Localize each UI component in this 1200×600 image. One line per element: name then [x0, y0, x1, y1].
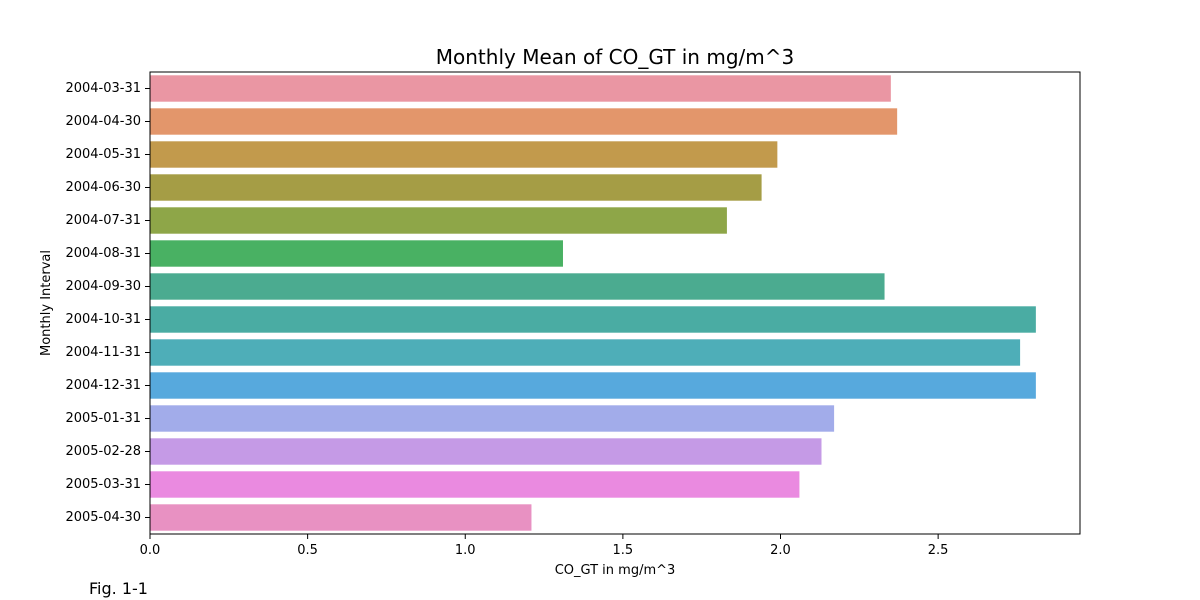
y-tick-label: 2004-12-31: [65, 378, 141, 393]
y-tick-label: 2004-10-31: [65, 312, 141, 327]
bar-2005-02-28: [150, 438, 822, 465]
bar-2005-04-30: [150, 504, 532, 531]
x-axis-label: CO_GT in mg/m^3: [555, 563, 676, 578]
y-tick-label: 2004-09-30: [65, 279, 141, 294]
x-tick-label: 0.5: [297, 543, 318, 558]
y-tick-label: 2004-07-31: [65, 213, 141, 228]
bar-2004-06-30: [150, 174, 762, 201]
bar-2004-10-31: [150, 306, 1036, 333]
x-axis-ticks: 0.0 0.5 1.0 1.5 2.0 2.5: [140, 534, 949, 558]
x-tick-label: 2.0: [770, 543, 791, 558]
bar-2004-08-31: [150, 240, 563, 267]
y-axis-label: Monthly Interval: [39, 250, 54, 356]
y-tick-label: 2005-02-28: [65, 444, 141, 459]
bar-2004-12-31: [150, 372, 1036, 399]
y-tick-label: 2004-06-30: [65, 180, 141, 195]
chart-title: Monthly Mean of CO_GT in mg/m^3: [436, 45, 794, 69]
bars-group: [150, 75, 1036, 531]
bar-2004-09-30: [150, 273, 885, 300]
bar-2004-04-30: [150, 108, 898, 135]
bar-2004-11-31: [150, 339, 1021, 366]
y-tick-label: 2004-05-31: [65, 147, 141, 162]
x-tick-label: 0.0: [140, 543, 161, 558]
y-tick-label: 2005-04-30: [65, 510, 141, 525]
x-tick-label: 1.5: [613, 543, 634, 558]
x-tick-label: 2.5: [928, 543, 949, 558]
y-tick-label: 2004-08-31: [65, 246, 141, 261]
bar-2004-07-31: [150, 207, 727, 234]
x-tick-label: 1.0: [455, 543, 476, 558]
bar-2004-05-31: [150, 141, 778, 168]
plot-frame: [149, 71, 1081, 535]
y-tick-label: 2005-03-31: [65, 477, 141, 492]
bar-2005-01-31: [150, 405, 835, 432]
bar-2005-03-31: [150, 471, 800, 498]
y-tick-label: 2005-01-31: [65, 411, 141, 426]
y-tick-label: 2004-04-30: [65, 114, 141, 129]
figure-caption: Fig. 1-1: [89, 579, 148, 598]
y-tick-label: 2004-03-31: [65, 81, 141, 96]
bar-2004-03-31: [150, 75, 891, 102]
y-axis-ticks: 2004-03-31 2004-04-30 2004-05-31 2004-06-30…: [65, 81, 150, 525]
y-tick-label: 2004-11-31: [65, 345, 141, 360]
